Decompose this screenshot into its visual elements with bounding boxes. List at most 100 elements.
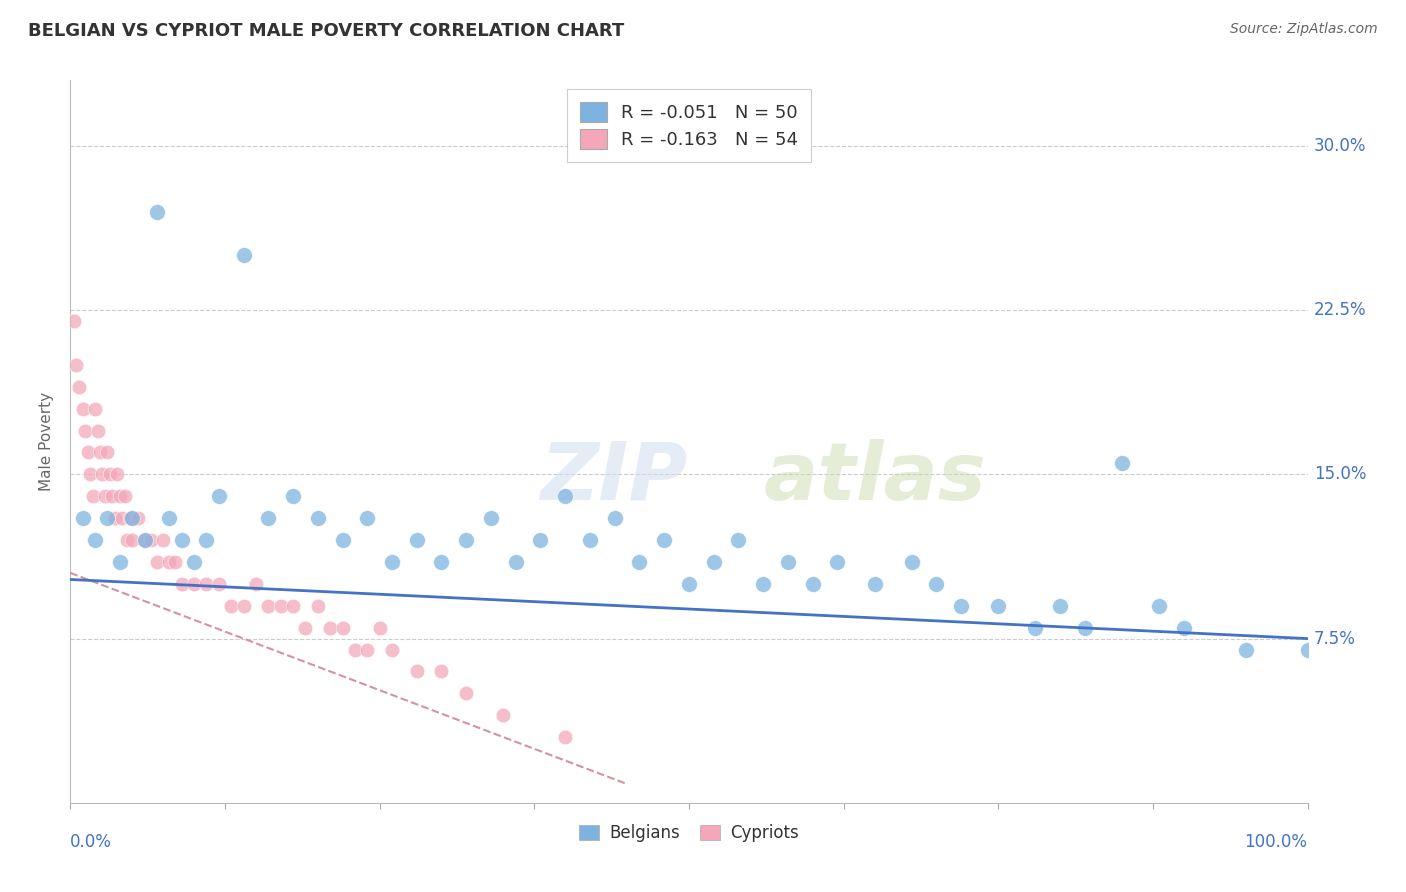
Point [801, 577, 824, 591]
Point [430, 665, 453, 679]
Point [900, 555, 922, 569]
Point [456, 686, 478, 700]
Point [294, 621, 316, 635]
Point [146, 555, 169, 569]
Point [121, 533, 143, 547]
Point [1074, 621, 1097, 635]
Legend: Belgians, Cypriots: Belgians, Cypriots [572, 817, 806, 848]
Point [72, 401, 94, 416]
Point [703, 555, 725, 569]
Point [479, 511, 502, 525]
Point [1147, 599, 1170, 613]
Point [281, 599, 304, 613]
Point [96, 511, 118, 525]
Point [86, 424, 108, 438]
Point [950, 599, 973, 613]
Point [554, 489, 576, 503]
Point [987, 599, 1010, 613]
Point [111, 511, 134, 525]
Point [356, 642, 378, 657]
Point [89, 445, 111, 459]
Point [281, 489, 304, 503]
Point [79, 467, 101, 482]
Point [219, 599, 242, 613]
Point [232, 599, 254, 613]
Point [84, 401, 107, 416]
Text: 22.5%: 22.5% [1313, 301, 1367, 319]
Point [157, 511, 180, 525]
Point [108, 555, 131, 569]
Point [381, 642, 404, 657]
Point [405, 533, 427, 547]
Point [127, 511, 149, 525]
Point [430, 555, 453, 569]
Point [1024, 621, 1046, 635]
Point [1173, 621, 1195, 635]
Point [101, 489, 124, 503]
Point [98, 467, 121, 482]
Point [1049, 599, 1071, 613]
Point [115, 533, 138, 547]
Point [628, 555, 651, 569]
Point [65, 358, 87, 372]
Point [752, 577, 775, 591]
Point [114, 489, 136, 503]
Text: Source: ZipAtlas.com: Source: ZipAtlas.com [1230, 22, 1378, 37]
Point [257, 599, 280, 613]
Point [776, 555, 799, 569]
Text: atlas: atlas [763, 439, 986, 516]
Text: ZIP: ZIP [540, 439, 688, 516]
Point [257, 511, 280, 525]
Point [76, 445, 98, 459]
Point [307, 599, 329, 613]
Point [118, 511, 141, 525]
Point [208, 577, 231, 591]
Point [270, 599, 292, 613]
Text: 0.0%: 0.0% [70, 833, 112, 851]
Point [134, 533, 156, 547]
Point [170, 577, 193, 591]
Point [157, 555, 180, 569]
Point [195, 577, 218, 591]
Point [170, 533, 193, 547]
Y-axis label: Male Poverty: Male Poverty [39, 392, 55, 491]
Point [1234, 642, 1257, 657]
Point [332, 621, 354, 635]
Point [91, 467, 114, 482]
Point [319, 621, 342, 635]
Point [245, 577, 267, 591]
Point [343, 642, 366, 657]
Point [82, 489, 104, 503]
Point [554, 730, 576, 744]
Point [67, 380, 90, 394]
Text: 100.0%: 100.0% [1244, 833, 1308, 851]
Text: 15.0%: 15.0% [1313, 466, 1367, 483]
Point [603, 511, 626, 525]
Point [529, 533, 551, 547]
Point [727, 533, 749, 547]
Point [652, 533, 675, 547]
Point [183, 577, 205, 591]
Point [63, 314, 86, 328]
Point [232, 248, 254, 262]
Point [152, 533, 174, 547]
Point [368, 621, 391, 635]
Point [381, 555, 404, 569]
Point [1111, 457, 1133, 471]
Point [134, 533, 156, 547]
Point [1296, 642, 1319, 657]
Point [925, 577, 948, 591]
Point [75, 424, 97, 438]
Point [863, 577, 886, 591]
Point [104, 511, 127, 525]
Point [94, 489, 117, 503]
Point [208, 489, 231, 503]
Point [195, 533, 218, 547]
Point [678, 577, 700, 591]
Point [827, 555, 849, 569]
Point [96, 445, 118, 459]
Point [456, 533, 478, 547]
Point [84, 533, 107, 547]
Point [105, 467, 128, 482]
Point [356, 511, 378, 525]
